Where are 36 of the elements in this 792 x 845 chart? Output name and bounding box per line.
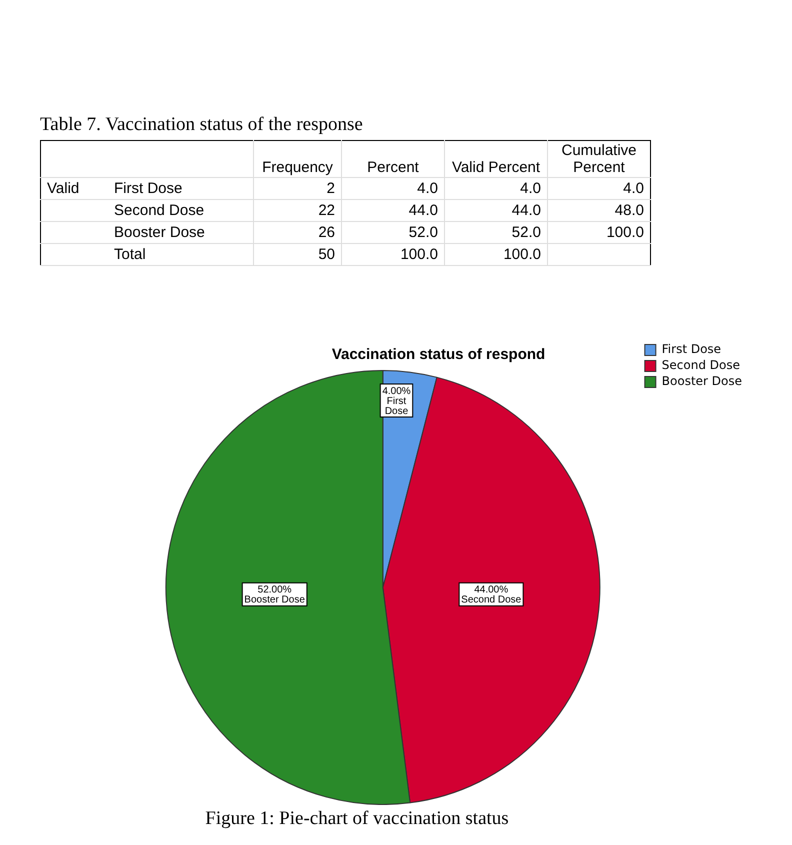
text: Valid [40,178,108,200]
category-label: Frequency [254,140,342,178]
slice-label: Second Dose [461,594,522,606]
slice-label: First Dose [384,396,409,417]
text: 100.0 [503,246,541,263]
legend-label: Second Dose [662,358,740,372]
text: 44.0 [512,202,541,219]
legend-label: First Dose [662,342,722,356]
text: 4.0 [623,180,644,197]
text: 100.0 [606,224,644,241]
text: 4.0 [520,180,541,197]
text: 52.0 [408,224,438,241]
category-label: Valid Percent [444,140,548,178]
text: 22 [318,202,335,219]
text: 100.0 [400,246,438,263]
caption: Figure 1: Pie-chart of vaccination status [204,808,510,830]
slice-label: Booster Dose [244,594,306,606]
text: 4.0 [417,180,438,197]
legend-label: Booster Dose [662,374,742,388]
category-label: Cumulative Percent [548,140,650,178]
text: 52.0 [512,224,541,241]
text: 48.0 [614,202,644,219]
category-label: Percent [342,140,444,178]
category-label: Total [114,246,146,263]
text: 2 [326,180,335,197]
data-label: 52.00% [258,584,292,596]
category-label: Second Dose [114,202,204,219]
category-label: First Dose [114,180,182,197]
data-label: 4.00% [382,386,411,397]
text: 50 [318,246,335,263]
category-label: Booster Dose [114,224,205,241]
text: 44.0 [408,202,438,219]
chart-title: Vaccination status of respond [332,346,546,364]
text: 26 [318,224,335,241]
text: Table 7. Vaccination status of the response [40,114,364,136]
data-label: 44.00% [474,584,508,596]
